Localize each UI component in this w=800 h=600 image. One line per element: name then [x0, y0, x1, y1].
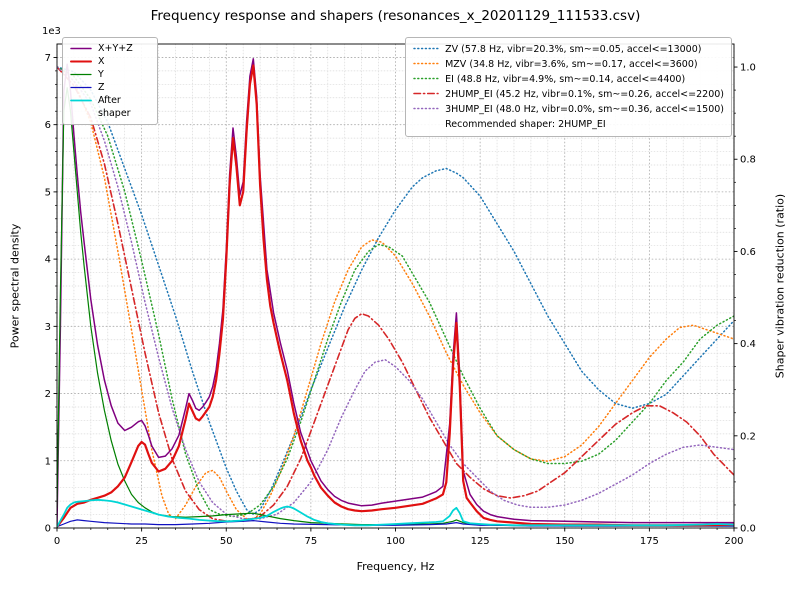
- legend-item-mzv: MZV (34.8 Hz, vibr=3.6%, sm~=0.17, accel…: [413, 57, 724, 72]
- x-tick-label: 175: [640, 536, 659, 547]
- y-left-tick-label: 1: [45, 456, 51, 467]
- series-3hump_ei: [57, 66, 734, 520]
- legend-label-mzv: MZV (34.8 Hz, vibr=3.6%, sm~=0.17, accel…: [445, 59, 698, 70]
- legend-item-y: Y: [70, 68, 150, 81]
- y-axis-label-left: Power spectral density: [8, 223, 22, 349]
- legend-line-sample-zv: [413, 47, 439, 50]
- x-tick-label: 100: [386, 536, 405, 547]
- legend-label-y: Y: [98, 69, 104, 80]
- legend-item-ei: EI (48.8 Hz, vibr=4.9%, sm~=0.14, accel<…: [413, 72, 724, 87]
- x-tick-label: 25: [135, 536, 148, 547]
- legend-shapers: ZV (57.8 Hz, vibr=20.3%, sm~=0.05, accel…: [405, 37, 732, 137]
- y-left-tick-label: 2: [45, 389, 51, 400]
- y-left-tick-label: 0: [45, 524, 51, 535]
- series-mzv: [57, 66, 734, 520]
- legend-label-ei: EI (48.8 Hz, vibr=4.9%, sm~=0.14, accel<…: [445, 74, 686, 85]
- y-right-tick-label: 1.0: [740, 63, 756, 74]
- legend-label-zv: ZV (57.8 Hz, vibr=20.3%, sm~=0.05, accel…: [445, 44, 702, 55]
- legend-line-sample-z: [70, 86, 92, 89]
- y-right-tick-label: 0.0: [740, 524, 756, 535]
- y-right-tick-label: 0.4: [740, 339, 756, 350]
- recommended-shaper-note: Recommended shaper: 2HUMP_EI: [445, 119, 606, 130]
- legend-line-sample-x: [70, 60, 92, 63]
- x-tick-label: 75: [305, 536, 318, 547]
- y-axis-offset-label: 1e3: [42, 26, 61, 37]
- series-zv: [57, 66, 734, 515]
- legend-line-sample-xyz: [70, 47, 92, 50]
- legend-item-zv: ZV (57.8 Hz, vibr=20.3%, sm~=0.05, accel…: [413, 42, 724, 57]
- legend-line-sample-2hump_ei: [413, 92, 439, 95]
- y-axis-label-right: Shaper vibration reduction (ratio): [773, 193, 787, 379]
- series-after-shaper: [57, 498, 734, 528]
- legend-item-xyz: X+Y+Z: [70, 42, 150, 55]
- y-left-tick-label: 5: [45, 187, 51, 198]
- legend-line-sample-ei: [413, 77, 439, 80]
- x-tick-label: 125: [471, 536, 490, 547]
- legend-item-2hump_ei: 2HUMP_EI (45.2 Hz, vibr=0.1%, sm~=0.26, …: [413, 87, 724, 102]
- y-right-tick-label: 0.6: [740, 247, 756, 258]
- legend-label-z: Z: [98, 82, 105, 93]
- chart-title: Frequency response and shapers (resonanc…: [150, 8, 641, 24]
- legend-label-xyz: X+Y+Z: [98, 43, 133, 54]
- legend-item-3hump_ei: 3HUMP_EI (48.0 Hz, vibr=0.0%, sm~=0.36, …: [413, 102, 724, 117]
- legend-item-after-shaper: After shaper: [70, 94, 150, 120]
- legend-label-2hump_ei: 2HUMP_EI (45.2 Hz, vibr=0.1%, sm~=0.26, …: [445, 89, 724, 100]
- legend-label-x: X: [98, 56, 105, 67]
- y-left-tick-label: 4: [45, 255, 51, 266]
- y-right-tick-label: 0.2: [740, 431, 756, 442]
- legend-line-sample-mzv: [413, 62, 439, 65]
- legend-label-3hump_ei: 3HUMP_EI (48.0 Hz, vibr=0.0%, sm~=0.36, …: [445, 104, 724, 115]
- x-tick-label: 50: [220, 536, 233, 547]
- series-2hump_ei: [57, 66, 734, 522]
- y-right-tick-label: 0.8: [740, 155, 756, 166]
- legend-psd: X+Y+Z X Y Z After shaper: [62, 37, 158, 125]
- tick-marks-and-labels: 0 25 50 75 100 125 150 175 200 0 1 2 3 4 5 6 7 0.0 0.2 0.4 0…: [45, 53, 756, 547]
- x-tick-label: 150: [555, 536, 574, 547]
- legend-line-sample-3hump_ei: [413, 107, 439, 110]
- curves: [57, 58, 734, 528]
- x-tick-label: 0: [54, 536, 60, 547]
- series-x: [57, 64, 734, 528]
- y-left-tick-label: 6: [45, 120, 51, 131]
- y-left-tick-label: 7: [45, 53, 51, 64]
- legend-line-sample-after-shaper: [70, 99, 92, 102]
- legend-item-z: Z: [70, 81, 150, 94]
- x-axis-label: Frequency, Hz: [356, 560, 435, 573]
- series-ei: [57, 66, 734, 518]
- legend-label-after-shaper: After shaper: [98, 95, 131, 119]
- x-tick-label: 200: [724, 536, 743, 547]
- legend-item-x: X: [70, 55, 150, 68]
- legend-line-sample-y: [70, 73, 92, 76]
- y-left-tick-label: 3: [45, 322, 51, 333]
